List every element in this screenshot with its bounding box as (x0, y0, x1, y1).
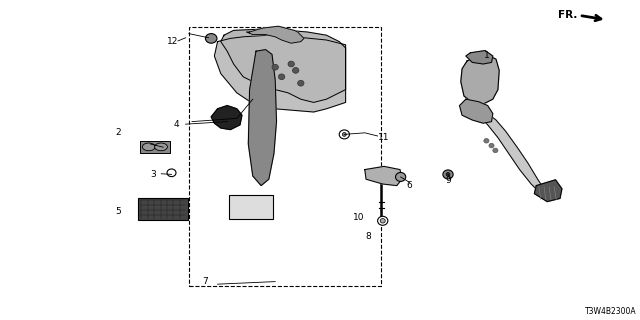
Polygon shape (365, 166, 402, 186)
Ellipse shape (205, 34, 217, 43)
Text: 9: 9 (445, 176, 451, 185)
Polygon shape (221, 29, 346, 102)
Polygon shape (248, 50, 276, 186)
Polygon shape (246, 26, 304, 43)
Bar (138, 198, 188, 220)
Text: 12: 12 (167, 37, 179, 46)
Text: 2: 2 (116, 128, 121, 137)
Polygon shape (211, 106, 242, 130)
Ellipse shape (378, 216, 388, 225)
Text: 6: 6 (407, 181, 412, 190)
Bar (140, 141, 170, 153)
Text: 7: 7 (202, 277, 207, 286)
Text: 10: 10 (353, 213, 364, 222)
Text: T3W4B2300A: T3W4B2300A (585, 307, 637, 316)
Text: 11: 11 (378, 133, 390, 142)
Text: 5: 5 (116, 207, 121, 216)
Ellipse shape (484, 139, 489, 143)
Polygon shape (472, 109, 544, 194)
Text: FR.: FR. (558, 10, 577, 20)
Polygon shape (460, 99, 493, 123)
Polygon shape (466, 51, 493, 64)
Ellipse shape (288, 61, 294, 67)
Ellipse shape (342, 132, 346, 136)
Bar (229, 195, 273, 219)
Polygon shape (461, 54, 499, 104)
Text: 3: 3 (151, 170, 156, 179)
Text: 8: 8 (365, 232, 371, 241)
Bar (189, 27, 381, 286)
Text: 4: 4 (173, 120, 179, 129)
Ellipse shape (493, 148, 498, 153)
Ellipse shape (272, 64, 278, 70)
Ellipse shape (446, 172, 450, 176)
Ellipse shape (278, 74, 285, 80)
Ellipse shape (142, 143, 155, 151)
Ellipse shape (396, 172, 406, 181)
Ellipse shape (298, 80, 304, 86)
Polygon shape (214, 35, 346, 112)
Ellipse shape (380, 219, 385, 223)
Text: 1: 1 (484, 52, 489, 60)
Ellipse shape (339, 130, 349, 139)
Polygon shape (534, 180, 562, 202)
Ellipse shape (167, 169, 176, 177)
Ellipse shape (292, 68, 299, 73)
Ellipse shape (489, 143, 494, 148)
Ellipse shape (155, 143, 168, 151)
Ellipse shape (443, 170, 453, 179)
